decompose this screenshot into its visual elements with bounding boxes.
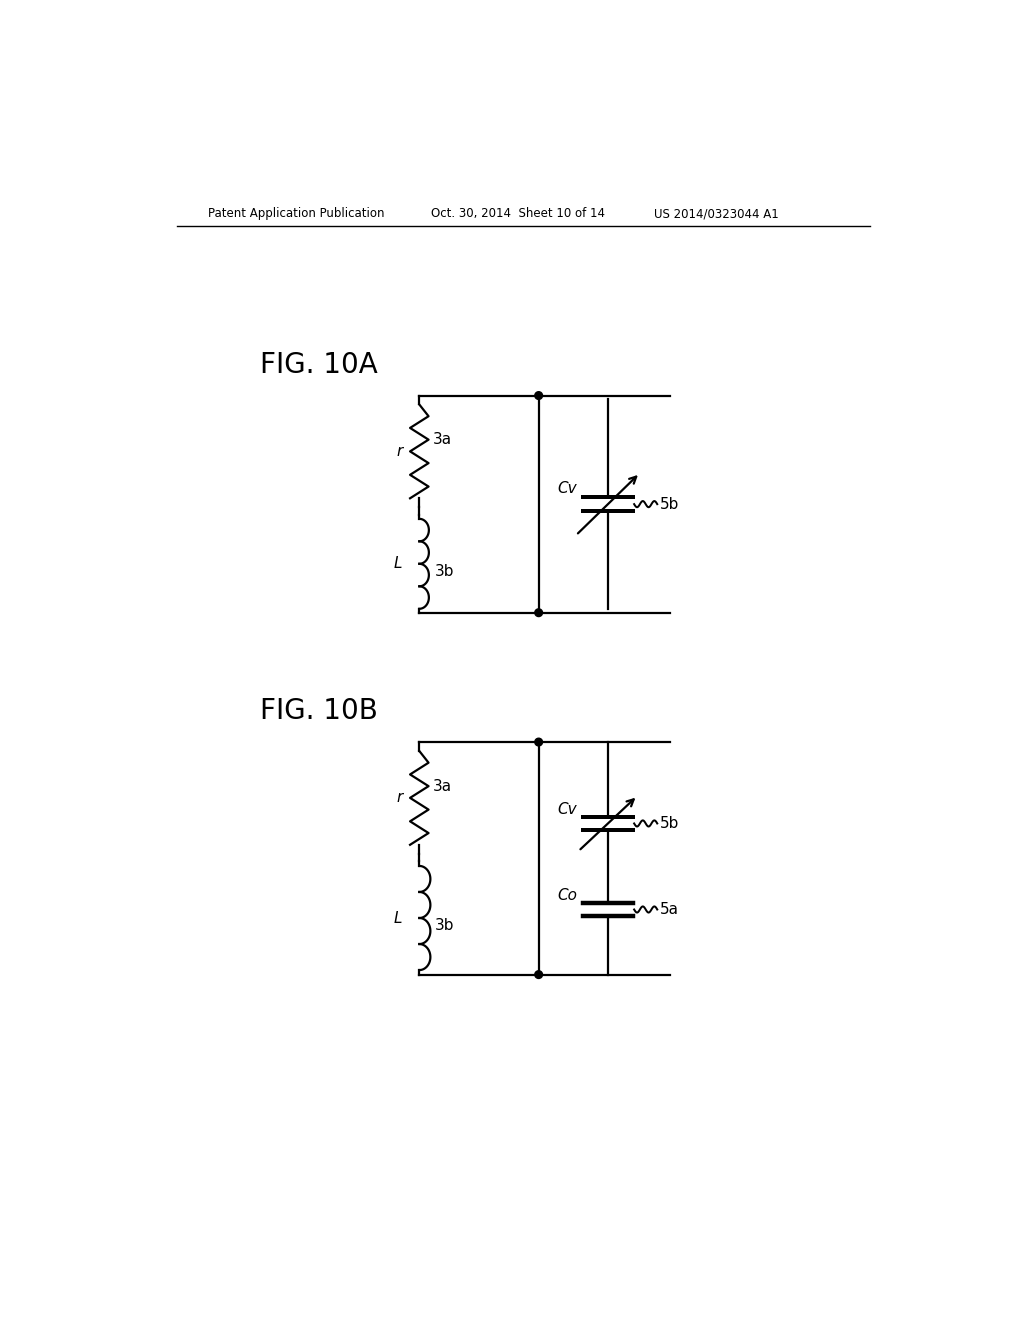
Text: FIG. 10A: FIG. 10A: [260, 351, 378, 379]
Text: L: L: [394, 556, 402, 572]
Text: 5a: 5a: [659, 902, 679, 917]
Text: US 2014/0323044 A1: US 2014/0323044 A1: [654, 207, 779, 220]
Text: 5b: 5b: [659, 816, 679, 832]
Circle shape: [535, 609, 543, 616]
Text: Cv: Cv: [557, 803, 578, 817]
Circle shape: [535, 392, 543, 400]
Text: 3b: 3b: [435, 564, 455, 579]
Text: FIG. 10B: FIG. 10B: [260, 697, 378, 725]
Text: 3b: 3b: [435, 919, 455, 933]
Text: 3a: 3a: [433, 779, 453, 793]
Text: Cv: Cv: [557, 482, 578, 496]
Circle shape: [535, 738, 543, 746]
Text: Patent Application Publication: Patent Application Publication: [208, 207, 384, 220]
Circle shape: [535, 970, 543, 978]
Text: L: L: [394, 911, 402, 925]
Text: Oct. 30, 2014  Sheet 10 of 14: Oct. 30, 2014 Sheet 10 of 14: [431, 207, 605, 220]
Text: 5b: 5b: [659, 496, 679, 512]
Text: 3a: 3a: [433, 433, 453, 447]
Text: r: r: [396, 444, 402, 459]
Text: r: r: [396, 791, 402, 805]
Text: Co: Co: [557, 888, 578, 903]
